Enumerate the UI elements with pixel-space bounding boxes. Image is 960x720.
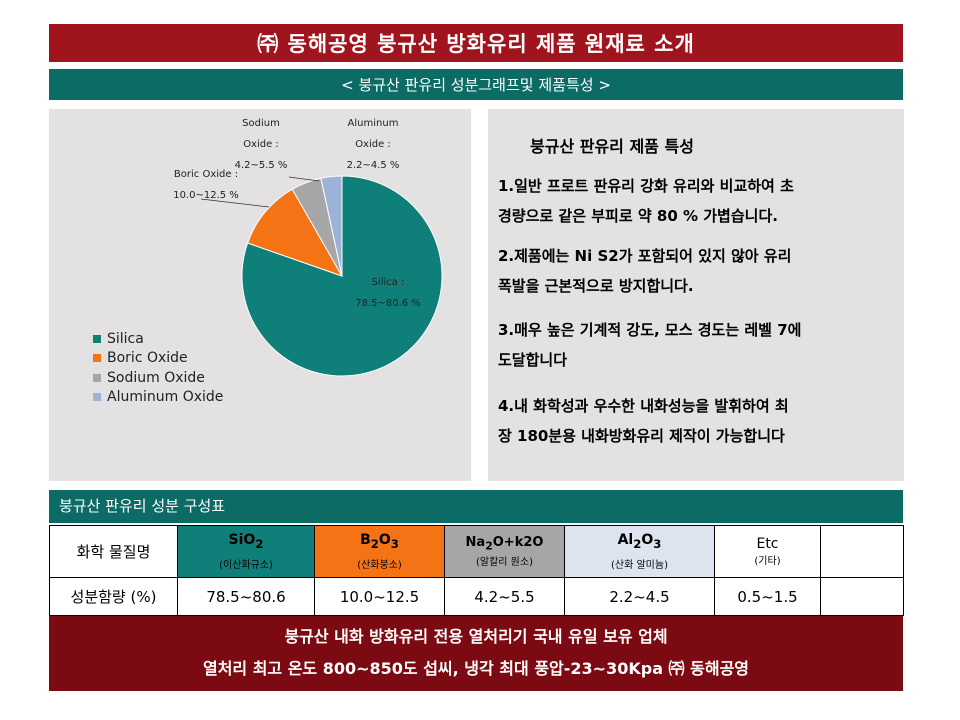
table-row-content: 성분함량 (%) 78.5~80.6 10.0~12.5 4.2~5.5 2.2… <box>49 577 904 616</box>
features-panel: 붕규산 판유리 제품 특성 1.일반 프로트 판유리 강화 유리와 비교하여 초… <box>488 109 904 481</box>
section-subtitle: < 붕규산 판유리 성분그래프및 제품특성 > <box>49 69 903 100</box>
formula: B2O3 <box>360 531 399 551</box>
feature-line: 폭발을 근본적으로 방지합니다. <box>498 277 694 295</box>
features-heading: 붕규산 판유리 제품 특성 <box>530 137 694 156</box>
label-sodium: Sodium Oxide : 4.2~5.5 % <box>225 113 297 176</box>
feature-item-3: 3.매우 높은 기계적 강도, 모스 경도는 레벨 7에 도달합니다 <box>498 315 894 375</box>
legend-item-sodium: Sodium Oxide <box>93 368 223 388</box>
legend-label: Boric Oxide <box>107 350 188 367</box>
pie-slice-boric <box>246 188 344 277</box>
legend-item-aluminum: Aluminum Oxide <box>93 388 223 408</box>
legend-swatch <box>93 393 101 402</box>
cell-al2o3: Al2O3 (산화 알미늄) <box>564 525 715 578</box>
formula: Al2O3 <box>617 531 662 551</box>
feature-line: 2.제품에는 Ni S2가 포함되어 있지 않아 유리 <box>498 247 792 265</box>
banner-line-2: 열처리 최고 온도 800~850도 섭씨, 냉각 최대 풍압-23~30Kpa… <box>202 659 750 678</box>
cell-empty <box>820 525 904 578</box>
pie-slice-aluminum <box>320 175 343 277</box>
cell-b2o3: B2O3 (산화붕소) <box>314 525 445 578</box>
pie-chart <box>200 175 443 377</box>
label-aluminum-line2: Oxide : <box>355 139 391 150</box>
page-title: ㈜ 동해공영 붕규산 방화유리 제품 원재료 소개 <box>49 24 903 62</box>
label-aluminum-line3: 2.2~4.5 % <box>346 160 400 171</box>
formula: Na2O+k2O <box>465 535 544 553</box>
legend-label: Silica <box>107 330 144 347</box>
chem-name: (산화 알미늄) <box>611 560 668 572</box>
chem-name: (산화붕소) <box>357 560 402 572</box>
leader-line-sodium <box>288 176 320 182</box>
feature-line: 3.매우 높은 기계적 강도, 모스 경도는 레벨 7에 <box>498 321 802 339</box>
label-aluminum: Aluminum Oxide : 2.2~4.5 % <box>333 113 413 176</box>
legend-item-silica: Silica <box>93 329 223 349</box>
label-sodium-line2: Oxide : <box>243 139 279 150</box>
legend-item-boric: Boric Oxide <box>93 349 223 369</box>
chart-panel: Sodium Oxide : 4.2~5.5 % Aluminum Oxide … <box>49 109 471 481</box>
legend-swatch <box>93 354 101 363</box>
chem-name: (이산화규소) <box>219 560 273 572</box>
label-boric: Boric Oxide : 10.0~12.5 % <box>161 164 251 206</box>
formula: Etc <box>756 536 779 552</box>
label-silica-line2: 78.5~80.6 % <box>355 298 421 309</box>
cell-etc: Etc (기타) <box>714 525 821 578</box>
feature-item-4: 4.내 화학성과 우수한 내화성능을 발휘하여 최 장 180분용 내화방화유리… <box>498 391 894 451</box>
feature-line: 4.내 화학성과 우수한 내화성능을 발휘하여 최 <box>498 397 789 415</box>
cell-empty <box>820 577 904 616</box>
leader-line-boric <box>200 198 270 208</box>
label-sodium-line3: 4.2~5.5 % <box>234 160 288 171</box>
cell-sio2: SiO2 (이산화규소) <box>177 525 315 578</box>
label-silica: Silica : 78.5~80.6 % <box>345 272 431 314</box>
legend-swatch <box>93 334 101 343</box>
bottom-banner: 붕규산 내화 방화유리 전용 열처리기 국내 유일 보유 업체 열처리 최고 온… <box>49 616 903 691</box>
feature-line: 장 180분용 내화방화유리 제작이 가능합니다 <box>498 427 785 445</box>
chem-name: (알칼리 원소) <box>476 556 533 568</box>
content-cell: 10.0~12.5 <box>314 577 445 616</box>
banner-line-1: 붕규산 내화 방화유리 전용 열처리기 국내 유일 보유 업체 <box>284 627 668 646</box>
content-cell: 2.2~4.5 <box>564 577 715 616</box>
row-label: 화학 물질명 <box>49 525 178 578</box>
content-cell: 4.2~5.5 <box>444 577 565 616</box>
feature-line: 경량으로 같은 부피로 약 80 % 가볍습니다. <box>498 207 778 225</box>
feature-line: 1.일반 프로트 판유리 강화 유리와 비교하여 초 <box>498 177 794 195</box>
label-sodium-line1: Sodium <box>242 118 280 129</box>
label-aluminum-line1: Aluminum <box>347 118 399 129</box>
table-title: 붕규산 판유리 성분 구성표 <box>49 490 903 523</box>
feature-item-1: 1.일반 프로트 판유리 강화 유리와 비교하여 초 경량으로 같은 부피로 약… <box>498 171 894 231</box>
table-row-names: 화학 물질명 SiO2 (이산화규소) B2O3 (산화붕소) Na2O+k2O… <box>49 525 904 578</box>
label-boric-line1: Boric Oxide : <box>173 169 239 180</box>
legend-swatch <box>93 373 101 382</box>
feature-item-2: 2.제품에는 Ni S2가 포함되어 있지 않아 유리 폭발을 근본적으로 방지… <box>498 241 894 301</box>
legend-label: Aluminum Oxide <box>107 389 224 406</box>
content-cell: 78.5~80.6 <box>177 577 315 616</box>
formula: SiO2 <box>228 531 264 551</box>
chart-legend: Silica Boric Oxide Sodium Oxide Aluminum… <box>93 329 223 407</box>
composition-table: 화학 물질명 SiO2 (이산화규소) B2O3 (산화붕소) Na2O+k2O… <box>49 525 904 616</box>
label-boric-line2: 10.0~12.5 % <box>173 190 239 201</box>
label-silica-line1: Silica : <box>371 277 405 288</box>
legend-label: Sodium Oxide <box>107 369 205 386</box>
content-cell: 0.5~1.5 <box>714 577 821 616</box>
cell-na2o: Na2O+k2O (알칼리 원소) <box>444 525 565 578</box>
feature-line: 도달합니다 <box>498 351 568 369</box>
row-label: 성분함량 (%) <box>49 577 178 616</box>
chem-name: (기타) <box>754 556 781 567</box>
